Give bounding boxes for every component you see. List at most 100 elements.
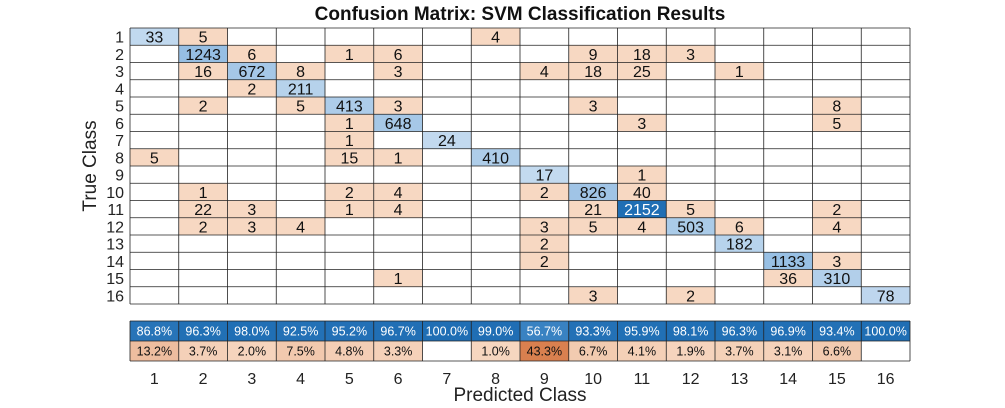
matrix-cell [276,97,325,115]
summary-correct-value: 93.3% [575,325,610,339]
summary-incorrect-cell [617,341,667,361]
matrix-cell-value: 1133 [771,254,806,271]
matrix-cell-value: 1 [345,47,354,64]
matrix-cell-value: 2 [832,202,841,219]
matrix-cell [617,200,667,218]
summary-correct-value: 98.0% [234,325,269,339]
matrix-cell [812,97,862,115]
matrix-cell-value: 16 [194,64,212,81]
y-tick-label: 11 [107,202,124,219]
x-tick-label: 7 [442,371,451,388]
matrix-cell-value: 503 [677,219,704,236]
matrix-cell [812,252,862,270]
summary-correct-cell [471,321,520,341]
summary-correct-cell [227,321,277,341]
matrix-cell [666,45,715,63]
matrix-cell-value: 5 [589,219,598,236]
matrix-cell-value: 4 [637,219,646,236]
matrix-cell [276,62,325,80]
matrix-cell [325,200,374,218]
matrix-cell [227,79,277,97]
matrix-cell [666,217,715,235]
matrix-cell-value: 3 [247,219,256,236]
y-axis-label: True Class [80,120,101,211]
matrix-cell-value: 3 [686,47,695,64]
chart-title: Confusion Matrix: SVM Classification Res… [315,4,726,25]
matrix-cell-value: 4 [296,219,305,236]
matrix-cell [373,183,423,201]
summary-incorrect-value: 1.9% [676,345,705,359]
y-tick-label: 9 [115,168,124,185]
matrix-cell [861,286,910,304]
y-tick-label: 4 [115,81,124,98]
x-tick-label: 16 [877,371,895,388]
matrix-cell [520,252,569,270]
summary-incorrect-value: 3.1% [774,345,803,359]
matrix-cell-value: 8 [832,99,841,116]
summary-correct-value: 95.9% [624,325,659,339]
matrix-cell-value: 826 [580,185,607,202]
matrix-cell-value: 211 [288,81,314,98]
matrix-cell [178,217,228,235]
summary-incorrect-cell [373,341,423,361]
matrix-cell-value: 2 [199,219,208,236]
matrix-cell [617,62,667,80]
matrix-cell-value: 3 [589,288,598,305]
matrix-cell-value: 1 [199,185,208,202]
summary-incorrect-value: 4.8% [335,345,364,359]
matrix-cell [276,217,325,235]
summary-correct-cell [178,321,228,341]
matrix-cell [617,217,667,235]
matrix-cell [471,28,520,46]
matrix-cell-value: 2 [540,254,549,271]
matrix-cell [715,62,764,80]
matrix-cell [568,217,618,235]
matrix-cell-value: 5 [832,116,841,133]
summary-correct-value: 95.2% [332,325,367,339]
matrix-cell-value: 5 [199,30,208,47]
summary-correct-value: 99.0% [478,325,513,339]
summary-incorrect-cell [812,341,862,361]
matrix-cell-value: 8 [296,64,305,81]
y-tick-label: 5 [115,99,124,116]
matrix-cell [325,131,374,149]
matrix-cell-value: 2 [686,288,695,305]
summary-incorrect-value: 13.2% [137,345,172,359]
matrix-cell-value: 3 [394,64,403,81]
matrix-cell-value: 33 [145,30,163,47]
summary-incorrect-value: 3.3% [384,345,413,359]
summary-incorrect-cell [471,341,520,361]
summary-incorrect-cell [861,341,910,361]
x-tick-label: 13 [730,371,748,388]
matrix-cell-value: 413 [336,99,363,116]
matrix-cell-value: 25 [633,64,651,81]
matrix-cell [325,114,374,132]
matrix-cell [373,269,423,287]
matrix-cell [227,217,277,235]
matrix-cell-value: 2 [540,185,549,202]
matrix-cell [568,45,618,63]
matrix-cell [325,97,374,115]
summary-correct-cell [763,321,813,341]
matrix-cell [568,200,618,218]
matrix-cell-value: 17 [535,168,553,185]
matrix-cell [325,45,374,63]
matrix-cell-value: 6 [247,47,256,64]
summary-correct-cell [520,321,569,341]
y-tick-label: 6 [115,116,124,133]
x-tick-label: 10 [584,371,602,388]
matrix-cell [373,97,423,115]
matrix-cell [178,45,228,63]
matrix-cell [471,148,520,166]
matrix-cell [568,97,618,115]
matrix-cell [617,183,667,201]
matrix-cell [666,286,715,304]
matrix-cell-value: 1 [637,168,646,185]
y-tick-label: 1 [115,30,124,47]
matrix-cell-value: 15 [340,150,358,167]
matrix-cell [227,45,277,63]
matrix-cell-value: 310 [824,271,851,288]
matrix-cell [373,114,423,132]
matrix-cell-value: 3 [540,219,549,236]
x-tick-label: 8 [491,371,500,388]
